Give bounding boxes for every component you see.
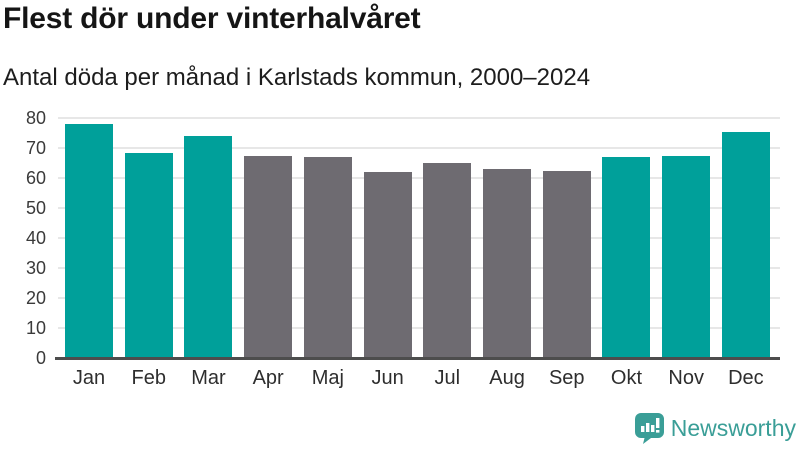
bar-jul <box>423 163 472 358</box>
chart-title: Flest dör under vinterhalvåret <box>3 2 421 35</box>
x-label-sep: Sep <box>548 367 585 389</box>
y-tick-50: 50 <box>25 198 46 218</box>
gridline-60 <box>58 177 780 179</box>
y-tick-60: 60 <box>25 168 46 188</box>
newsworthy-logo-icon <box>634 413 664 444</box>
chart-subtitle: Antal döda per månad i Karlstads kommun,… <box>3 64 591 91</box>
gridline-40 <box>58 237 780 239</box>
newsworthy-logo[interactable]: Newsworthy <box>634 413 796 444</box>
newsworthy-logo-text: Newsworthy <box>670 415 796 441</box>
x-label-okt: Okt <box>610 367 643 389</box>
x-label-maj: Maj <box>311 367 344 389</box>
x-label-jul: Jul <box>434 367 461 389</box>
x-label-aug: Aug <box>489 367 525 389</box>
bar-feb <box>124 152 173 358</box>
x-label-nov: Nov <box>668 367 704 389</box>
bar-chart-plot <box>58 117 780 358</box>
x-label-jan: Jan <box>72 367 106 389</box>
bar-dec <box>721 131 770 358</box>
y-tick-0: 0 <box>35 348 46 368</box>
y-tick-80: 80 <box>25 108 46 128</box>
bar-apr <box>244 155 293 358</box>
bar-sep <box>542 170 591 358</box>
bar-jan <box>65 124 113 358</box>
x-label-dec: Dec <box>728 367 764 389</box>
y-tick-10: 10 <box>25 318 46 338</box>
gridline-80 <box>58 117 780 119</box>
gridline-30 <box>58 267 780 269</box>
y-tick-30: 30 <box>25 258 46 278</box>
bar-okt <box>602 157 651 358</box>
x-axis-line <box>55 357 780 360</box>
bar-nov <box>662 155 711 358</box>
bar-maj <box>303 157 352 358</box>
y-tick-70: 70 <box>25 138 46 158</box>
bar-jun <box>363 172 412 358</box>
y-tick-40: 40 <box>25 228 46 248</box>
y-tick-20: 20 <box>25 288 46 308</box>
gridline-50 <box>58 207 780 209</box>
x-label-jun: Jun <box>371 367 404 389</box>
bar-mar <box>184 136 233 358</box>
x-axis-labels: Jan Feb Mar Apr Maj Jun Jul Aug Sep Okt Nov Dec <box>65 367 770 390</box>
x-label-apr: Apr <box>252 367 284 389</box>
bars-container <box>65 118 770 358</box>
x-label-feb: Feb <box>131 367 166 389</box>
bar-aug <box>483 169 532 358</box>
gridline-20 <box>58 297 780 299</box>
gridline-70 <box>58 147 780 149</box>
gridline-10 <box>58 327 780 329</box>
x-label-mar: Mar <box>191 367 226 389</box>
